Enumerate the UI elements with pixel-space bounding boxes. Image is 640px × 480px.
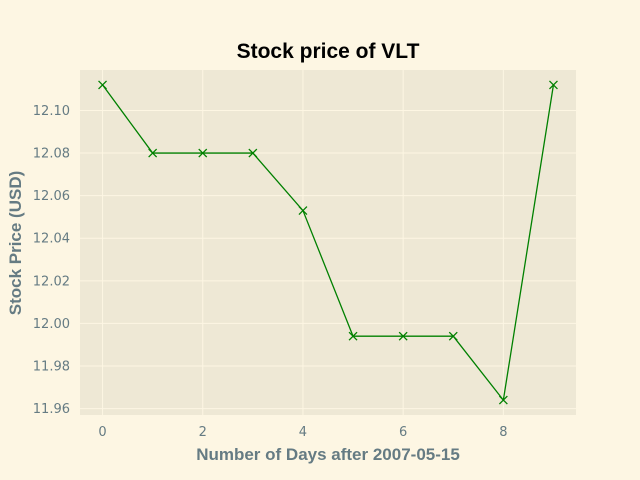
data-point-marker [298, 206, 308, 216]
marker-stroke [148, 148, 158, 158]
marker-stroke [398, 331, 408, 341]
marker-stroke [298, 206, 308, 216]
y-tick-label: 12.08 [33, 147, 70, 162]
data-point-marker [398, 331, 408, 341]
x-tick-label: 2 [199, 425, 207, 440]
marker-stroke [498, 395, 508, 405]
y-tick-label: 11.96 [33, 402, 70, 417]
marker-stroke [548, 80, 558, 90]
chart-title: Stock price of VLT [237, 40, 420, 63]
x-axis-label: Number of Days after 2007-05-15 [196, 445, 460, 464]
y-tick-label: 12.06 [33, 189, 70, 204]
y-tick-label: 11.98 [33, 360, 70, 375]
tick-layer: 0 2 4 6 8 11.96 11.98 12.00 12.02 12.04 12.06 12.08… [33, 104, 508, 440]
data-point-marker [498, 395, 508, 405]
data-point-marker [548, 80, 558, 90]
x-tick-label: 8 [499, 425, 507, 440]
y-axis-label: Stock Price (USD) [6, 171, 25, 316]
marker-stroke [198, 148, 208, 158]
series-line [102, 84, 555, 402]
marker-stroke [248, 148, 258, 158]
marker-stroke [448, 331, 458, 341]
series-layer [98, 80, 558, 405]
y-tick-label: 12.10 [33, 104, 70, 119]
y-tick-label: 12.00 [33, 317, 70, 332]
data-point-marker [248, 148, 258, 158]
plot-area [80, 70, 576, 415]
data-point-marker [348, 331, 358, 341]
x-tick-label: 6 [399, 425, 407, 440]
marker-stroke [98, 80, 108, 90]
marker-stroke [348, 331, 358, 341]
x-tick-label: 4 [299, 425, 307, 440]
data-point-marker [198, 148, 208, 158]
y-tick-label: 12.04 [33, 232, 70, 247]
y-tick-label: 12.02 [33, 274, 70, 289]
data-point-marker [448, 331, 458, 341]
data-point-marker [148, 148, 158, 158]
data-point-marker [98, 80, 108, 90]
x-tick-label: 0 [98, 425, 106, 440]
